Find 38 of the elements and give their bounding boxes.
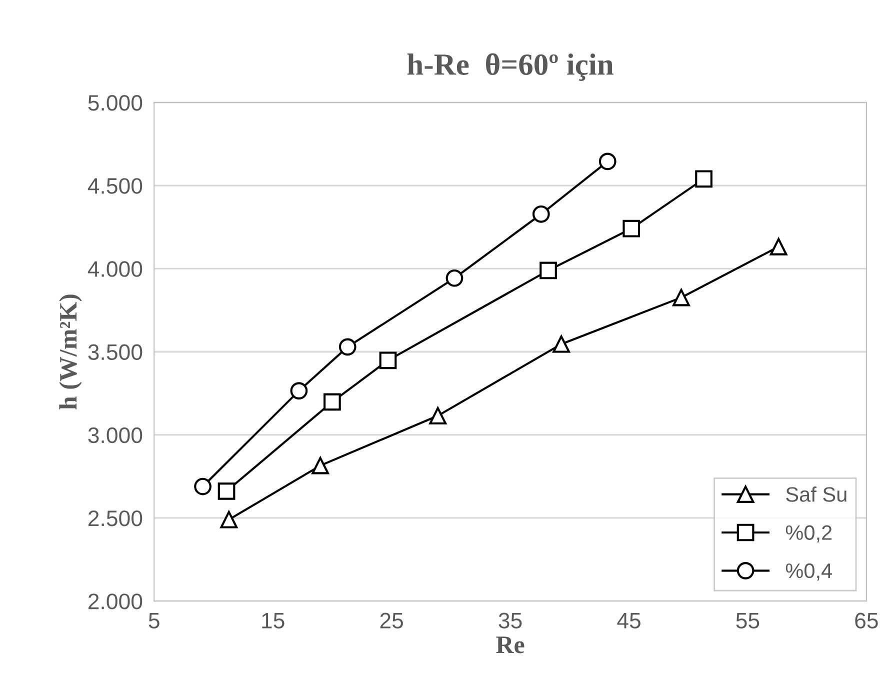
point: [622, 220, 640, 238]
point: [218, 482, 236, 500]
point: [220, 510, 238, 528]
y-tick-label: 3.500: [88, 344, 142, 360]
y-axis-title: h (W/m²K): [59, 294, 82, 410]
point: [770, 238, 788, 256]
point: [446, 269, 464, 287]
x-tick-label: 35: [498, 612, 522, 628]
point: [695, 170, 712, 188]
legend-label: %0,2: [786, 525, 832, 542]
point: [324, 393, 341, 411]
x-tick-label: 15: [262, 612, 284, 628]
point: [338, 338, 356, 356]
legend-label: %0,4: [786, 563, 832, 581]
point: [290, 382, 308, 400]
point: [429, 407, 447, 424]
x-tick-label: 65: [855, 612, 878, 628]
y-tick-label: 2.500: [88, 510, 142, 526]
chart-title: h-Re θ=60º için: [407, 53, 614, 81]
point: [540, 262, 557, 280]
point: [194, 478, 212, 496]
x-tick-label: 5: [148, 612, 160, 628]
legend-label: Saf Su: [786, 486, 846, 502]
x-tick-label: 25: [380, 612, 403, 628]
point: [552, 335, 570, 353]
x-tick-label: 45: [617, 612, 640, 628]
y-tick-label: 4.500: [88, 178, 142, 194]
y-tick-label: 4.000: [88, 261, 142, 277]
x-tick-label: 55: [736, 612, 760, 628]
point: [532, 205, 550, 223]
y-tick-label: 5.000: [88, 94, 142, 111]
point: [312, 456, 330, 474]
y-tick-label: 3.000: [88, 427, 142, 444]
y-tick-label: 2.000: [88, 594, 142, 610]
point: [598, 152, 616, 170]
x-axis-title: Re: [496, 636, 524, 654]
point: [672, 288, 690, 306]
point: [379, 352, 397, 370]
